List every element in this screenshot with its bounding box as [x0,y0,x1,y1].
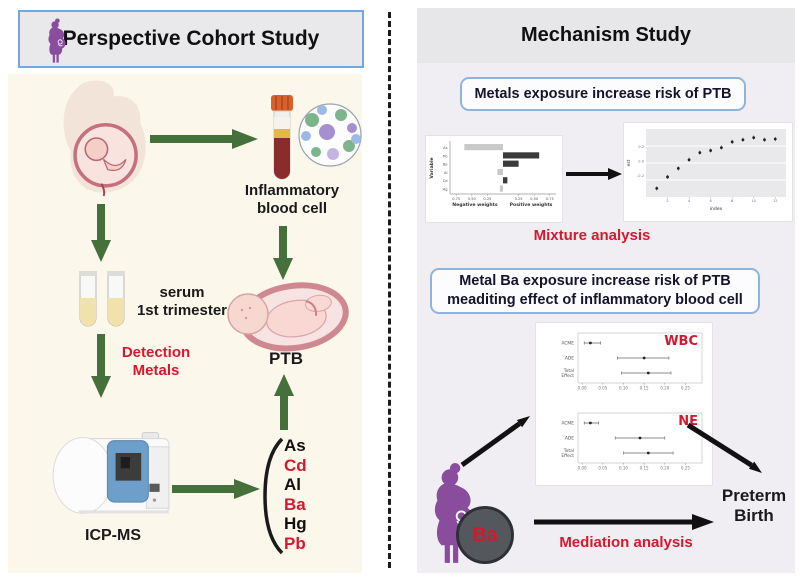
arrow-right-small-icon [566,168,622,180]
svg-text:0.00: 0.00 [578,386,587,391]
cohort-panel-header: Perspective Cohort Study [18,10,364,68]
svg-text:ADE: ADE [565,356,574,362]
svg-text:0.2: 0.2 [638,145,644,149]
serum-tubes-icon [79,271,125,327]
finding2-box: Metal Ba exposure increase risk of PTB m… [430,268,760,314]
mediation-analysis-label: Mediation analysis [559,534,693,551]
icpms-label: ICP-MS [85,527,141,544]
svg-text:WBC: WBC [664,334,698,349]
arrow-down-to-icpms-icon [91,334,111,398]
svg-text:2: 2 [666,199,668,203]
arrow-down-to-ptb-icon [273,226,293,280]
svg-text:Effect: Effect [561,453,574,459]
svg-text:Ba: Ba [443,163,448,167]
blood-tube-icon [271,95,293,180]
ba-exposure-badge: Ba [456,506,514,564]
svg-text:0.15: 0.15 [640,466,649,471]
svg-text:Al: Al [444,171,447,175]
pregnant-belly-illustration [63,80,146,197]
svg-text:index: index [710,206,723,212]
svg-text:est: est [626,159,632,166]
metal-symbol: Hg [284,514,307,533]
svg-text:ADE: ADE [565,436,574,442]
inflammatory-blood-cell-label: Inflammatory blood cell [244,182,340,217]
svg-text:Total: Total [563,368,574,374]
svg-text:0.20: 0.20 [660,466,669,471]
svg-text:0.05: 0.05 [598,386,607,391]
svg-text:Positive weights: Positive weights [510,202,553,208]
svg-text:Negative weights: Negative weights [452,202,498,208]
mechanism-panel-header: Mechanism Study [417,8,795,63]
svg-text:0.15: 0.15 [640,386,649,391]
arrow-right-to-blood-icon [150,129,258,149]
arrow-down-to-serum-icon [91,204,111,262]
arrow-up-to-ptb-icon [274,374,294,430]
metal-symbol: Al [284,475,301,494]
svg-text:12: 12 [773,199,778,203]
svg-text:0.25: 0.25 [681,466,690,471]
svg-text:0.50: 0.50 [468,197,477,201]
svg-text:0.00: 0.00 [578,466,587,471]
arrow-diagonal-up-icon [460,416,530,468]
arrow-diagonal-down-icon [686,422,762,473]
blood-cells-icon [298,103,362,167]
svg-text:0.50: 0.50 [530,197,539,201]
svg-text:0.75: 0.75 [452,197,460,201]
ptb-label: PTB [269,349,303,368]
detection-metals-label: Detection Metals [121,344,191,379]
svg-text:Total: Total [563,448,574,454]
icpms-machine-illustration [52,431,170,514]
svg-text:0.10: 0.10 [619,466,628,471]
svg-text:-0.2: -0.2 [637,174,644,178]
svg-text:ACME: ACME [561,421,574,427]
svg-text:0.10: 0.10 [619,386,628,391]
metal-symbol: Pb [284,533,306,553]
metals-bracket [263,437,284,555]
svg-text:Cd: Cd [443,179,448,183]
svg-text:0.25: 0.25 [681,386,690,391]
svg-text:8: 8 [731,199,734,203]
ptb-fetus-illustration [227,282,349,352]
svg-text:As: As [443,146,447,150]
svg-text:0.25: 0.25 [515,197,523,201]
svg-text:0.05: 0.05 [598,466,607,471]
svg-text:ACME: ACME [561,341,574,347]
arrow-right-to-metals-icon [172,479,260,499]
svg-text:0.25: 0.25 [483,197,491,201]
svg-text:Hg: Hg [443,188,448,192]
metal-symbol: Cd [284,455,307,475]
svg-text:0.75: 0.75 [546,197,554,201]
metal-symbol: As [284,436,306,455]
arrow-right-mediation-icon [534,514,714,530]
finding1-box: Metals exposure increase risk of PTB [460,77,746,111]
metals-list: As Cd Al Ba Hg Pb [284,436,328,553]
serum-label: serum 1st trimester [136,284,228,319]
mechanism-panel-title: Mechanism Study [520,24,692,46]
svg-text:0.0: 0.0 [638,160,644,164]
svg-text:0.20: 0.20 [660,386,669,391]
svg-text:4: 4 [688,199,691,203]
preterm-birth-label: Preterm Birth [721,486,787,526]
svg-text:10: 10 [751,199,756,203]
dose-response-chart: 2 4 6 8 10 12 -0.2 0.0 0.2 index est [624,123,792,221]
panel-divider [388,12,391,568]
cohort-panel-title: Perspective Cohort Study [62,27,320,50]
forest-plots-card: ACME ADE Total Effect 0.00 0.05 0.10 0.15 0.20 0.… [536,323,712,485]
svg-text:Pb: Pb [443,154,448,158]
metal-symbol: Ba [284,494,306,514]
mixture-analysis-label: Mixture analysis [533,227,651,244]
svg-text:Effect: Effect [561,373,574,379]
pregnant-woman-icon [48,18,66,63]
ba-label: Ba [472,523,498,546]
svg-text:Variable: Variable [429,157,435,178]
svg-text:6: 6 [709,199,712,203]
